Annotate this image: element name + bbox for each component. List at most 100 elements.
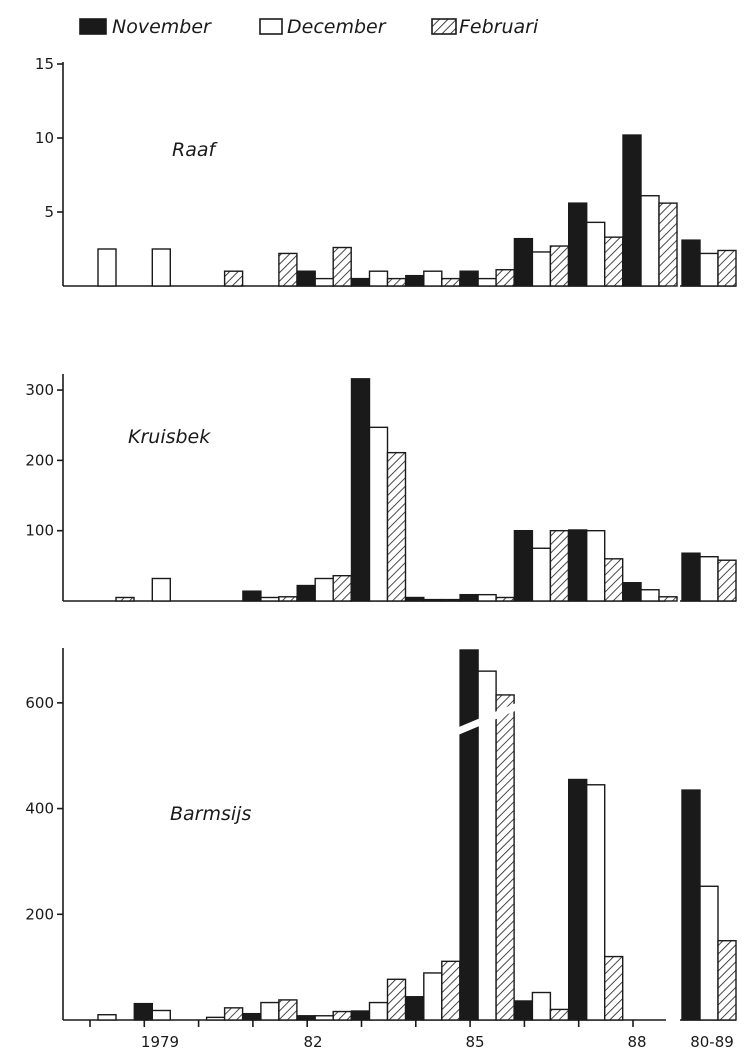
legend-label-februari: Februari [459, 16, 539, 38]
bar-december [368, 1001, 389, 1021]
y-tick-label: 200 [25, 451, 54, 469]
bar-december [586, 784, 606, 1021]
bar-februari [332, 246, 352, 287]
y-tick-label: 100 [25, 522, 54, 540]
bar-februari [658, 596, 678, 602]
bar-november [459, 649, 479, 1021]
bar-februari [604, 558, 624, 602]
axis-break-marker [454, 702, 520, 736]
y-tick-label: 300 [25, 381, 54, 399]
bar-februari [549, 1008, 570, 1021]
bar-december [151, 248, 172, 287]
bar-februari [658, 202, 678, 287]
y-tick-label: 200 [25, 905, 54, 923]
panel-label-raaf: Raaf [172, 139, 218, 161]
bar-average-december [699, 885, 719, 1021]
bar-december [151, 1009, 172, 1021]
bar-februari [495, 269, 515, 287]
bar-average-februari [717, 559, 737, 602]
bar-november [133, 1002, 154, 1021]
y-tick-label: 600 [25, 694, 54, 712]
bar-november [405, 596, 425, 602]
panel-barmsijs: Barmsijs 200 400 600 [25, 648, 737, 1027]
bar-februari [278, 252, 298, 287]
bar-november [405, 996, 425, 1021]
bar-december [97, 1014, 117, 1021]
bar-average-december [699, 556, 719, 602]
x-tick-label: 80-89 [690, 1033, 734, 1051]
bar-november [296, 1015, 316, 1021]
bar-average-november [681, 789, 701, 1021]
bar-februari [604, 236, 624, 287]
bar-december [314, 277, 334, 287]
bar-februari [223, 1007, 244, 1021]
bar-december [97, 248, 117, 287]
bar-februari [549, 245, 570, 287]
bar-average-december [699, 252, 719, 287]
bar-november [242, 1012, 262, 1021]
bar-februari [278, 999, 298, 1021]
bar-december [640, 195, 660, 287]
bar-december [260, 1001, 280, 1021]
bar-november [350, 1010, 371, 1021]
bar-december [640, 589, 660, 602]
bar-november [405, 274, 425, 287]
bar-november [296, 584, 316, 602]
bar-februari [549, 529, 570, 602]
bar-average-februari [717, 249, 737, 287]
bar-november [350, 277, 371, 287]
bar-december [423, 598, 443, 602]
bar-november [513, 237, 534, 287]
x-tick-label: 88 [627, 1033, 646, 1051]
legend-swatch-december [259, 18, 283, 35]
bar-november [568, 202, 588, 287]
x-axis-labels: 1979 82 85 88 80-89 [141, 1033, 734, 1051]
panel-label-barmsijs: Barmsijs [170, 803, 251, 825]
bar-december [368, 426, 389, 602]
bar-december [423, 972, 443, 1021]
bar-februari [495, 596, 515, 602]
bar-december [205, 1016, 226, 1021]
bar-november [568, 778, 588, 1021]
panel-label-kruisbek: Kruisbek [128, 426, 211, 448]
legend-label-november: November [112, 16, 212, 38]
bar-december [423, 270, 443, 287]
bar-februari [495, 694, 515, 1021]
bar-december [314, 577, 334, 602]
x-tick-label: 85 [465, 1033, 484, 1051]
bar-november [622, 582, 642, 602]
bar-december [586, 529, 606, 602]
legend: November December Februari [79, 16, 539, 38]
panel-kruisbek: Kruisbek 100 200 300 [25, 374, 737, 602]
x-tick-label: 1979 [141, 1033, 179, 1051]
bar-december [531, 547, 552, 602]
bar-average-februari [717, 940, 737, 1021]
bar-december [477, 593, 497, 602]
bar-december [477, 277, 497, 287]
bar-februari [441, 960, 461, 1021]
bar-december [260, 596, 280, 602]
bar-februari [115, 596, 135, 602]
bar-februari [441, 277, 461, 287]
bar-november [350, 378, 371, 602]
bar-november [622, 134, 642, 287]
bar-november [459, 270, 479, 287]
bar-februari [604, 955, 624, 1021]
bar-februari [441, 598, 461, 602]
bar-februari [386, 451, 407, 602]
bar-average-november [681, 552, 701, 602]
legend-label-december: December [287, 16, 387, 38]
bar-november [459, 593, 479, 602]
legend-swatch-februari [431, 18, 457, 35]
y-tick-label: 15 [35, 55, 54, 73]
y-tick-label: 10 [35, 129, 54, 147]
bar-december [531, 991, 552, 1021]
x-tick-label: 82 [303, 1033, 322, 1051]
bar-november [242, 590, 262, 602]
bar-december [586, 221, 606, 287]
y-tick-label: 5 [44, 203, 54, 221]
bar-februari [223, 270, 244, 287]
legend-swatch-november [79, 18, 107, 35]
bar-november [568, 529, 588, 602]
